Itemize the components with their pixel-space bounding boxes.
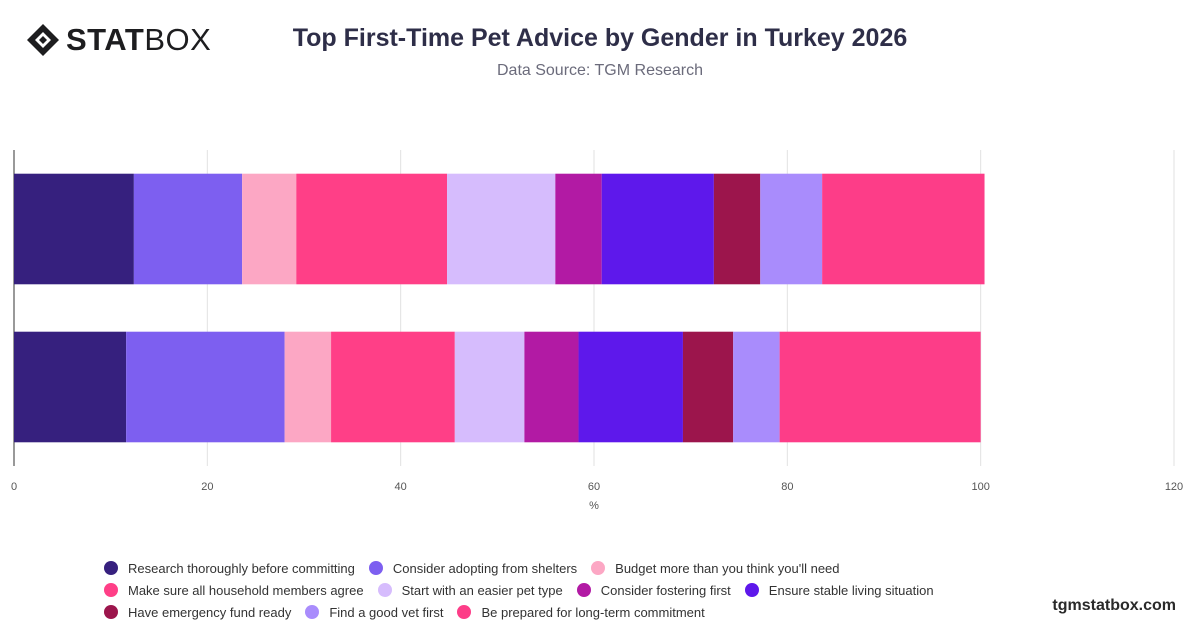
- legend-swatch: [377, 583, 392, 597]
- bar-segment: [822, 173, 985, 285]
- diamond-logo-icon: [27, 24, 59, 56]
- chart-title: Top First-Time Pet Advice by Gender in T…: [292, 24, 908, 52]
- bar-segment: [713, 173, 761, 285]
- bar-segment: [524, 331, 579, 443]
- legend-swatch: [104, 583, 118, 597]
- legend-label: Make sure all household members agree: [128, 582, 364, 598]
- legend-label: Consider fostering first: [600, 582, 731, 598]
- chart-subtitle: Data Source: TGM Research: [496, 62, 703, 79]
- x-tick-label: 80: [781, 481, 793, 493]
- x-tick-label: 100: [971, 481, 989, 493]
- x-tick-label: 0: [11, 481, 17, 493]
- bar-segment: [779, 331, 981, 443]
- legend-item[interactable]: Make sure all household members agree: [104, 579, 364, 601]
- legend-label: Consider adopting from shelters: [392, 560, 578, 576]
- bar-segment: [760, 173, 823, 285]
- legend-label: Be prepared for long-term commitment: [481, 604, 705, 620]
- x-tick-label: 40: [395, 481, 407, 493]
- legend-items: Research thoroughly before committing Con…: [104, 557, 1114, 623]
- legend-swatch: [305, 605, 320, 619]
- logo-text-bold: STAT: [66, 22, 145, 57]
- legend-swatch: [744, 583, 759, 597]
- bar-segment: [126, 331, 285, 443]
- legend-item[interactable]: Find a good vet first: [305, 601, 443, 623]
- legend-label: Budget more than you think you'll need: [615, 560, 840, 576]
- x-tick-label: 60: [588, 481, 600, 493]
- bar-segment: [242, 173, 297, 285]
- watermark: tgmstatbox.com: [1052, 597, 1176, 614]
- legend-swatch: [591, 561, 606, 575]
- legend-item[interactable]: Ensure stable living situation: [744, 579, 934, 601]
- legend-swatch: [104, 561, 118, 575]
- legend-item[interactable]: Be prepared for long-term commitment: [457, 601, 705, 623]
- bar-segment: [578, 331, 683, 443]
- legend-item[interactable]: Have emergency fund ready: [104, 601, 291, 623]
- logo-wordmark: STATBOX: [66, 22, 211, 58]
- bar-segment: [133, 173, 243, 285]
- legend-item[interactable]: Budget more than you think you'll need: [591, 557, 840, 579]
- bar-segment: [733, 331, 780, 443]
- x-tick-label: 120: [1165, 481, 1183, 493]
- legend-swatch: [104, 605, 118, 619]
- legend-item[interactable]: Consider fostering first: [576, 579, 731, 601]
- bar-segment: [296, 173, 448, 285]
- x-tick-label: 20: [201, 481, 213, 493]
- legend-label: Find a good vet first: [329, 604, 444, 620]
- legend-item[interactable]: Consider adopting from shelters: [368, 557, 578, 579]
- legend-label: Research thoroughly before committing: [128, 560, 355, 576]
- legend-item[interactable]: Start with an easier pet type: [377, 579, 563, 601]
- legend-swatch: [457, 605, 472, 619]
- legend-item[interactable]: Research thoroughly before committing: [104, 557, 355, 579]
- statbox-logo: STATBOX: [26, 22, 211, 58]
- bar-segment: [447, 173, 556, 285]
- bar-segment: [14, 173, 134, 285]
- bar-segment: [454, 331, 525, 443]
- logo-text-light: BOX: [144, 22, 212, 57]
- bar-segment: [682, 331, 734, 443]
- bar-segment: [14, 331, 127, 443]
- bar-segment: [555, 173, 602, 285]
- legend-label: Ensure stable living situation: [768, 582, 934, 598]
- bar-segment: [331, 331, 455, 443]
- legend-label: Have emergency fund ready: [128, 604, 292, 620]
- stacked-bar-chart: 0 20 40 60 80 100 120%: [11, 150, 1183, 512]
- legend-swatch: [368, 561, 383, 575]
- bar-segment: [284, 331, 332, 443]
- legend-label: Start with an easier pet type: [401, 582, 563, 598]
- legend-swatch: [576, 583, 591, 597]
- x-axis-label: %: [589, 500, 599, 512]
- bar-segment: [601, 173, 714, 285]
- chart-legend: Research thoroughly before committing Con…: [104, 557, 1114, 623]
